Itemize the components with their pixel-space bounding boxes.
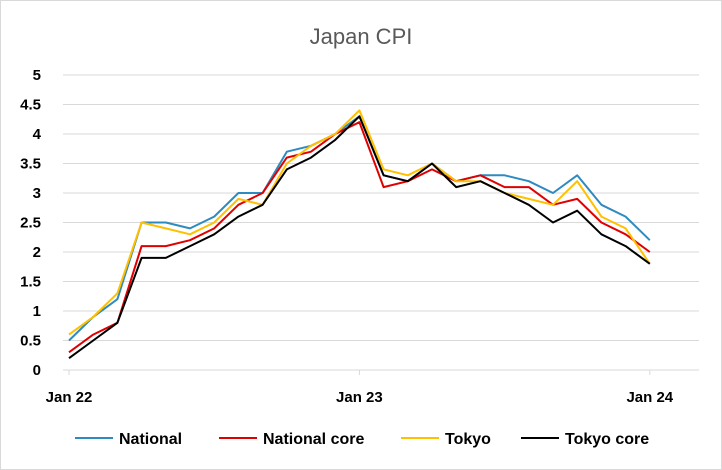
legend-label: National core <box>263 431 364 448</box>
y-tick-label: 3.5 <box>20 156 41 173</box>
legend-label: National <box>119 431 182 448</box>
x-tick-label: Jan 23 <box>336 389 383 406</box>
legend-label: Tokyo <box>445 431 491 448</box>
y-tick-label: 3 <box>33 185 41 202</box>
series-lines <box>68 109 651 360</box>
legend-item-tokyo-core[interactable]: Tokyo core <box>521 431 649 448</box>
chart-title: Japan CPI <box>310 24 413 49</box>
series-line-tokyo-core <box>68 115 651 360</box>
series-line-national <box>68 115 651 342</box>
y-tick-label: 0 <box>33 362 41 379</box>
series-line-tokyo <box>68 109 651 336</box>
y-tick-label: 0.5 <box>20 333 41 350</box>
legend-item-national[interactable]: National <box>75 431 182 448</box>
y-tick-label: 5 <box>33 67 41 84</box>
series-line-national-core <box>68 121 651 354</box>
legend-item-tokyo[interactable]: Tokyo <box>401 431 491 448</box>
y-tick-label: 2 <box>33 244 41 261</box>
legend-label: Tokyo core <box>565 431 649 448</box>
x-axis-ticks: Jan 22 Jan 23 Jan 24 <box>46 370 674 406</box>
y-tick-label: 1.5 <box>20 274 41 291</box>
legend-item-national-core[interactable]: National core <box>219 431 364 448</box>
y-tick-label: 4.5 <box>20 97 41 114</box>
y-tick-label: 2.5 <box>20 215 41 232</box>
legend[interactable]: National National core Tokyo Tokyo core <box>75 431 649 448</box>
y-axis-ticks: 0 0.5 1 1.5 2 2.5 3 3.5 4 4.5 5 <box>20 67 42 379</box>
x-tick-label: Jan 22 <box>46 389 93 406</box>
y-tick-label: 1 <box>33 303 41 320</box>
x-tick-label: Jan 24 <box>626 389 673 406</box>
y-tick-label: 4 <box>33 126 42 143</box>
